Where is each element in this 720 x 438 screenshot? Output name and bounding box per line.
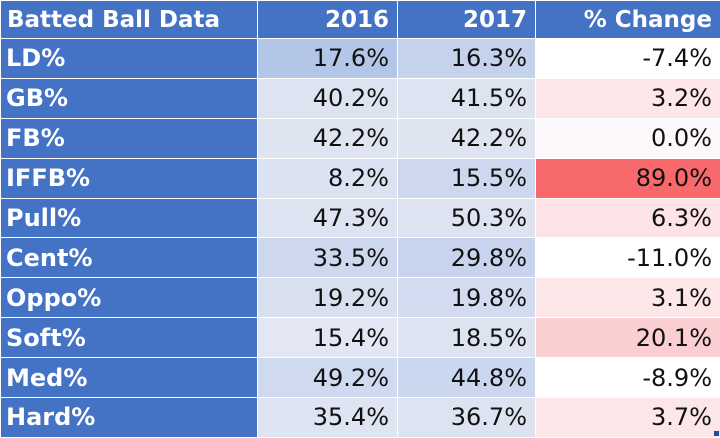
cell-2017[interactable]: 16.3%: [398, 39, 536, 79]
cell-2017[interactable]: 36.7%: [398, 398, 536, 438]
table-row: Oppo%19.2%19.8%3.1%: [1, 278, 720, 318]
cell-pct-change[interactable]: 3.1%: [536, 278, 720, 318]
table-row: FB%42.2%42.2%0.0%: [1, 118, 720, 158]
cell-pct-change[interactable]: 89.0%: [536, 158, 720, 198]
cell-2016[interactable]: 40.2%: [258, 78, 398, 118]
row-label[interactable]: Soft%: [1, 318, 258, 358]
row-label[interactable]: Cent%: [1, 238, 258, 278]
header-row: Batted Ball Data 2016 2017 % Change: [1, 1, 720, 39]
cell-2017[interactable]: 29.8%: [398, 238, 536, 278]
cell-2016[interactable]: 47.3%: [258, 198, 398, 238]
row-label[interactable]: IFFB%: [1, 158, 258, 198]
cell-2016[interactable]: 33.5%: [258, 238, 398, 278]
row-label[interactable]: Med%: [1, 358, 258, 398]
cell-pct-change[interactable]: 3.2%: [536, 78, 720, 118]
cell-2016[interactable]: 15.4%: [258, 318, 398, 358]
row-label[interactable]: Oppo%: [1, 278, 258, 318]
cell-2017[interactable]: 19.8%: [398, 278, 536, 318]
row-label[interactable]: GB%: [1, 78, 258, 118]
table-row: Cent%33.5%29.8%-11.0%: [1, 238, 720, 278]
fill-handle[interactable]: [714, 431, 719, 436]
cell-2016[interactable]: 19.2%: [258, 278, 398, 318]
row-label[interactable]: LD%: [1, 39, 258, 79]
cell-2017[interactable]: 42.2%: [398, 118, 536, 158]
cell-2016[interactable]: 8.2%: [258, 158, 398, 198]
cell-2016[interactable]: 17.6%: [258, 39, 398, 79]
cell-pct-change[interactable]: -8.9%: [536, 358, 720, 398]
table-row: IFFB%8.2%15.5%89.0%: [1, 158, 720, 198]
cell-2017[interactable]: 41.5%: [398, 78, 536, 118]
cell-2016[interactable]: 49.2%: [258, 358, 398, 398]
cell-2017[interactable]: 44.8%: [398, 358, 536, 398]
cell-pct-change[interactable]: 6.3%: [536, 198, 720, 238]
row-label[interactable]: Hard%: [1, 398, 258, 438]
cell-pct-change[interactable]: -11.0%: [536, 238, 720, 278]
table-row: Hard%35.4%36.7%3.7%: [1, 398, 720, 438]
header-2017[interactable]: 2017: [398, 1, 536, 39]
cell-2016[interactable]: 42.2%: [258, 118, 398, 158]
cell-2017[interactable]: 18.5%: [398, 318, 536, 358]
cell-pct-change[interactable]: 20.1%: [536, 318, 720, 358]
row-label[interactable]: FB%: [1, 118, 258, 158]
table-body: LD%17.6%16.3%-7.4%GB%40.2%41.5%3.2%FB%42…: [1, 39, 720, 438]
cell-pct-change[interactable]: 0.0%: [536, 118, 720, 158]
header-pct-change[interactable]: % Change: [536, 1, 720, 39]
cell-pct-change[interactable]: -7.4%: [536, 39, 720, 79]
table-row: GB%40.2%41.5%3.2%: [1, 78, 720, 118]
table-row: LD%17.6%16.3%-7.4%: [1, 39, 720, 79]
header-2016[interactable]: 2016: [258, 1, 398, 39]
table-row: Soft%15.4%18.5%20.1%: [1, 318, 720, 358]
cell-2017[interactable]: 50.3%: [398, 198, 536, 238]
row-label[interactable]: Pull%: [1, 198, 258, 238]
cell-2016[interactable]: 35.4%: [258, 398, 398, 438]
cell-pct-change[interactable]: 3.7%: [536, 398, 720, 438]
cell-2017[interactable]: 15.5%: [398, 158, 536, 198]
table-row: Med%49.2%44.8%-8.9%: [1, 358, 720, 398]
table-row: Pull%47.3%50.3%6.3%: [1, 198, 720, 238]
header-batted-ball-data[interactable]: Batted Ball Data: [1, 1, 258, 39]
